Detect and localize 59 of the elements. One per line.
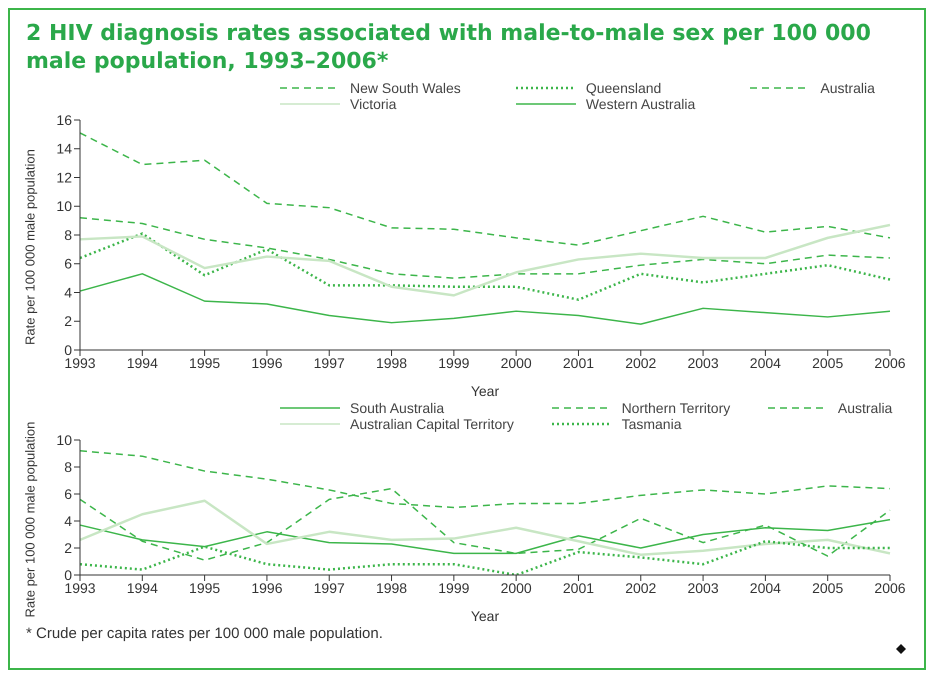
y-tick-label: 4 <box>64 284 72 300</box>
legend-label: New South Wales <box>350 80 461 96</box>
x-tick-label: 2005 <box>812 354 844 371</box>
x-axis-title: Year <box>470 608 500 624</box>
y-tick-label: 16 <box>56 112 72 128</box>
y-tick-label: 14 <box>56 140 72 157</box>
legend-label: Australia <box>838 400 892 416</box>
x-tick-label: 1996 <box>251 354 283 371</box>
x-tick-label: 2004 <box>750 354 782 371</box>
legend-label: Tasmania <box>622 416 682 432</box>
x-tick-label: 1997 <box>314 580 346 596</box>
y-tick-label: 4 <box>64 512 72 529</box>
x-tick-label: 2004 <box>750 580 782 596</box>
x-tick-label: 1994 <box>126 354 158 371</box>
legend-label: South Australia <box>350 400 444 416</box>
x-tick-label: 1998 <box>376 354 408 371</box>
x-tick-label: 2001 <box>562 580 594 596</box>
x-tick-label: 1994 <box>126 580 158 596</box>
line-series <box>78 224 892 297</box>
x-tick-label: 1996 <box>251 580 283 596</box>
y-tick-label: 6 <box>64 486 72 502</box>
legend-label: Victoria <box>350 96 396 112</box>
x-tick-label: 2003 <box>688 354 719 371</box>
text: * Crude per capita rates per 100 000 male population. <box>25 625 384 642</box>
legend-label: Australia <box>820 80 875 96</box>
x-tick-label: 2003 <box>688 580 719 596</box>
y-axis-title: Rate per 100 000 male population <box>22 149 38 345</box>
x-axis-title: Year <box>470 383 500 399</box>
y-tick-label: 2 <box>64 540 72 556</box>
chart-title: 2 HIV diagnosis rates associated with male-to-male sex per 100 000 male population, 1993–2006* <box>25 20 872 76</box>
y-tick-label: 8 <box>64 226 72 243</box>
x-tick-label: 2005 <box>812 580 844 596</box>
legend-label: Queensland <box>586 80 662 96</box>
legend-label: Western Australia <box>586 96 696 112</box>
x-tick-label: 2001 <box>562 354 594 371</box>
line-series <box>79 132 891 246</box>
line-series <box>79 273 891 325</box>
x-tick-label: 1998 <box>376 580 408 596</box>
legend-label: Australian Capital Territory <box>350 416 514 432</box>
x-tick-label: 1999 <box>438 354 470 371</box>
y-tick-label: 6 <box>64 256 72 272</box>
legend-label: Northern Territory <box>622 400 730 416</box>
x-tick-label: 2000 <box>500 354 532 371</box>
y-tick-label: 2 <box>64 313 72 330</box>
x-tick-label: 1995 <box>189 354 220 371</box>
x-tick-label: 2000 <box>500 580 532 596</box>
x-tick-label: 1999 <box>438 580 470 596</box>
y-tick-label: 12 <box>56 169 72 186</box>
line-series <box>78 500 892 556</box>
x-tick-label: 2006 <box>874 354 906 371</box>
y-tick-label: 10 <box>56 432 72 448</box>
x-tick-label: 2002 <box>625 354 657 371</box>
y-tick-label: 10 <box>56 198 72 214</box>
x-tick-label: 2002 <box>625 580 657 596</box>
x-tick-label: 1997 <box>314 354 346 371</box>
y-tick-label: 8 <box>64 458 72 475</box>
x-tick-label: 1995 <box>189 580 220 596</box>
x-tick-label: 2006 <box>874 580 906 596</box>
y-axis-title: Rate per 100 000 male population <box>22 422 38 618</box>
